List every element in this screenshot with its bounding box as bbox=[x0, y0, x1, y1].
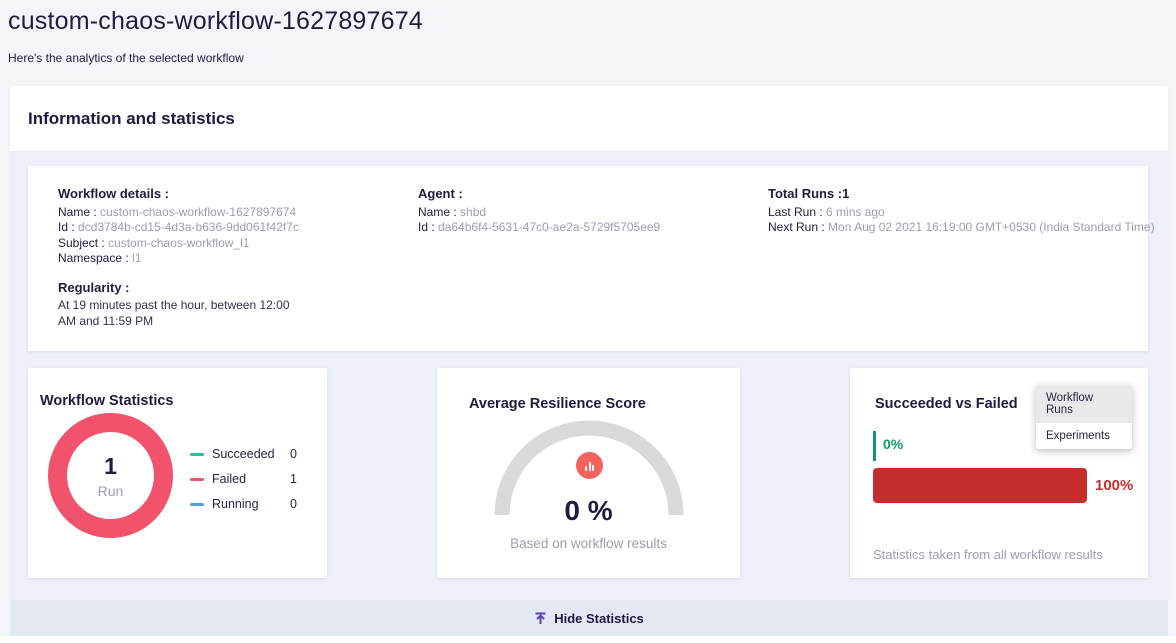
field-label: Next Run : bbox=[768, 220, 825, 234]
hide-statistics-label: Hide Statistics bbox=[554, 610, 644, 626]
gauge-arc bbox=[494, 420, 684, 516]
agent-heading: Agent : bbox=[418, 186, 463, 201]
total-runs-heading: Total Runs :1 bbox=[768, 186, 850, 201]
donut-center-value: 1 bbox=[104, 452, 117, 479]
workflow-details-heading: Workflow details : bbox=[58, 186, 169, 201]
dropdown-option-workflow-runs[interactable]: Workflow Runs bbox=[1036, 385, 1132, 423]
workflow-details-column: Workflow details : Name : custom-chaos-w… bbox=[58, 186, 388, 329]
field-value: Mon Aug 02 2021 16:19:00 GMT+0530 (India… bbox=[828, 220, 1155, 234]
statistics-footnote: Statistics taken from all workflow resul… bbox=[873, 547, 1103, 562]
legend-item-succeeded: Succeeded 0 bbox=[190, 447, 297, 461]
field-value: dcd3784b-cd15-4d3a-b636-9dd061f42f7c bbox=[78, 220, 299, 234]
stat-cards-row: Workflow Statistics 1 Run Succeeded 0 Fa… bbox=[28, 368, 1148, 578]
legend-value: 0 bbox=[290, 447, 297, 461]
page-subtitle: Here's the analytics of the selected wor… bbox=[8, 51, 244, 65]
resilience-score-caption: Based on workflow results bbox=[510, 536, 667, 551]
succeeded-percentage: 0% bbox=[883, 436, 904, 452]
dropdown-option-experiments[interactable]: Experiments bbox=[1046, 430, 1110, 442]
succeeded-vs-failed-card: Succeeded vs Failed Workflow Runs Experi… bbox=[850, 368, 1148, 578]
page-header: custom-chaos-workflow-1627897674 Here's … bbox=[0, 0, 1176, 65]
legend-item-failed: Failed 1 bbox=[190, 472, 297, 486]
failed-bar bbox=[873, 468, 1087, 503]
succeeded-vs-failed-title: Succeeded vs Failed bbox=[875, 396, 1018, 412]
next-section-edge bbox=[0, 636, 1176, 643]
field-label: Namespace : bbox=[58, 251, 129, 265]
field-label: Subject : bbox=[58, 235, 105, 250]
field-label: Name : bbox=[58, 204, 97, 219]
regularity-block: Regularity : At 19 minutes past the hour… bbox=[58, 280, 388, 330]
donut-legend: Succeeded 0 Failed 1 Running 0 bbox=[190, 447, 297, 522]
legend-label: Succeeded bbox=[212, 447, 275, 461]
section-heading: Information and statistics bbox=[28, 109, 235, 128]
workflow-subject-row: Subject : custom-chaos-workflow_l1 bbox=[58, 236, 388, 252]
resilience-score-value: 0 % bbox=[564, 495, 613, 526]
field-value: l1 bbox=[132, 251, 142, 265]
regularity-line: At 19 minutes past the hour, between 12:… bbox=[58, 298, 290, 312]
field-value: shbd bbox=[460, 204, 487, 219]
field-value: 6 mins ago bbox=[826, 204, 885, 219]
donut-center-label: Run bbox=[97, 482, 124, 499]
runs-column: Total Runs :1 Last Run : 6 mins ago Next… bbox=[768, 186, 1158, 236]
workflow-namespace-row: Namespace : l1 bbox=[58, 251, 388, 267]
field-value: custom-chaos-workflow_l1 bbox=[108, 235, 250, 250]
field-label: Id : bbox=[418, 220, 435, 234]
workflow-id-row: Id : dcd3784b-cd15-4d3a-b636-9dd061f42f7… bbox=[58, 220, 388, 236]
regularity-heading: Regularity : bbox=[58, 279, 130, 295]
workflow-statistics-card: Workflow Statistics 1 Run Succeeded 0 Fa… bbox=[28, 368, 327, 578]
results-filter-dropdown[interactable]: Workflow Runs Experiments bbox=[1036, 385, 1132, 449]
failed-percentage: 100% bbox=[1095, 477, 1134, 494]
page-title: custom-chaos-workflow-1627897674 bbox=[8, 7, 423, 35]
failed-color-swatch bbox=[190, 477, 204, 481]
workflow-name-row: Name : custom-chaos-workflow-1627897674 bbox=[58, 205, 388, 221]
legend-label: Failed bbox=[212, 472, 247, 486]
legend-label: Running bbox=[212, 497, 259, 511]
succeeded-bar bbox=[873, 431, 876, 461]
field-value: da64b6f4-5631-47c0-ae2a-5729f5705ee9 bbox=[438, 220, 661, 234]
workflow-info-card: Workflow details : Name : custom-chaos-w… bbox=[28, 166, 1155, 351]
legend-item-running: Running 0 bbox=[190, 497, 297, 511]
agent-id-row: Id : da64b6f4-5631-47c0-ae2a-5729f5705ee… bbox=[418, 220, 748, 236]
analytics-container: Information and statistics Workflow deta… bbox=[10, 86, 1168, 600]
runs-donut-chart: 1 Run bbox=[48, 413, 173, 538]
resilience-score-card: Average Resilience Score 0 % Based on wo… bbox=[437, 368, 740, 578]
hide-statistics-button[interactable]: Hide Statistics bbox=[10, 600, 1168, 636]
statistics-panel: Workflow details : Name : custom-chaos-w… bbox=[10, 151, 1168, 600]
regularity-line: AM and 11:59 PM bbox=[58, 313, 154, 328]
collapse-up-icon bbox=[535, 612, 546, 624]
field-label: Id : bbox=[58, 220, 75, 234]
legend-value: 1 bbox=[290, 472, 297, 486]
field-label: Name : bbox=[418, 204, 457, 219]
agent-column: Agent : Name : shbd Id : da64b6f4-5631-4… bbox=[418, 186, 748, 236]
last-run-row: Last Run : 6 mins ago bbox=[768, 205, 1158, 221]
succeeded-color-swatch bbox=[190, 452, 204, 456]
agent-name-row: Name : shbd bbox=[418, 205, 748, 221]
bar-chart-icon bbox=[576, 452, 603, 479]
field-value: custom-chaos-workflow-1627897674 bbox=[100, 204, 297, 219]
field-label: Last Run : bbox=[768, 204, 823, 219]
workflow-statistics-title: Workflow Statistics bbox=[40, 393, 174, 409]
resilience-score-title: Average Resilience Score bbox=[469, 396, 646, 412]
next-run-row: Next Run : Mon Aug 02 2021 16:19:00 GMT+… bbox=[768, 220, 1158, 236]
legend-value: 0 bbox=[290, 497, 297, 511]
running-color-swatch bbox=[190, 502, 204, 506]
